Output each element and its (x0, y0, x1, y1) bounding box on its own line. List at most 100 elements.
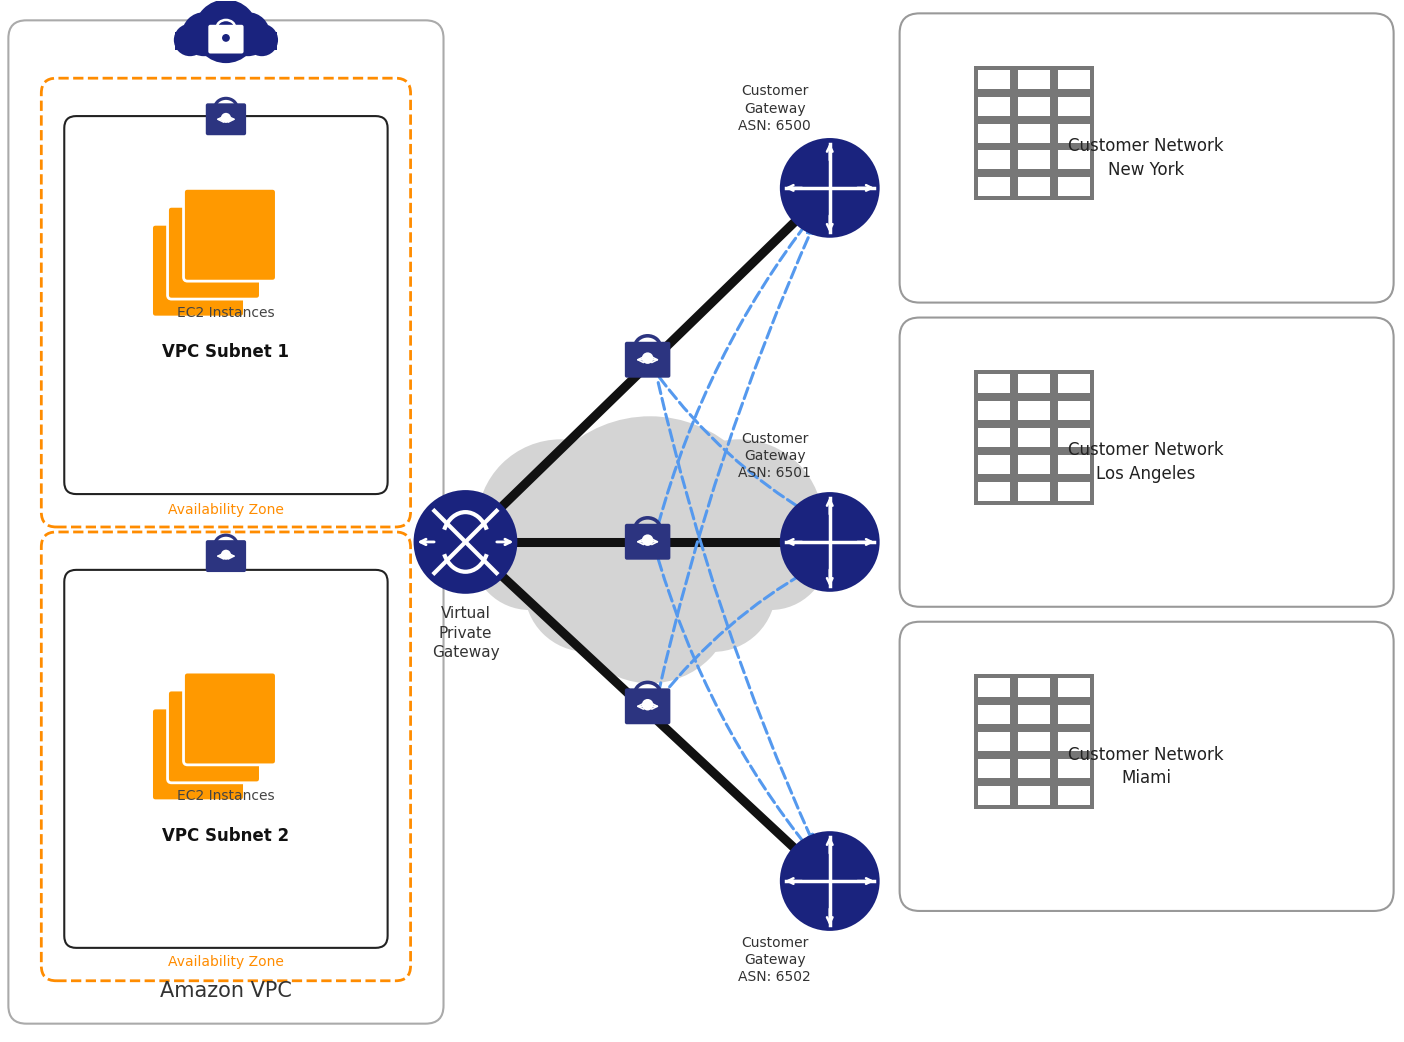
Bar (1018, 678, 1050, 697)
Circle shape (650, 526, 776, 652)
Bar (979, 70, 1011, 89)
Bar (1059, 177, 1091, 196)
FancyBboxPatch shape (65, 570, 388, 948)
Text: Customer Network
Miami: Customer Network Miami (1068, 745, 1224, 787)
Circle shape (183, 13, 226, 56)
Bar (979, 401, 1011, 420)
FancyBboxPatch shape (167, 690, 260, 783)
Bar (979, 454, 1011, 474)
Circle shape (226, 13, 270, 56)
Circle shape (656, 440, 823, 606)
Text: EC2 Instances: EC2 Instances (177, 789, 275, 803)
Text: Customer Network
New York: Customer Network New York (1068, 138, 1224, 179)
FancyBboxPatch shape (152, 224, 244, 317)
Bar (974, 66, 1094, 200)
Bar (979, 177, 1011, 196)
Bar (1059, 374, 1091, 393)
Circle shape (642, 699, 653, 711)
Circle shape (472, 495, 587, 610)
Bar (979, 428, 1011, 447)
FancyBboxPatch shape (184, 189, 277, 281)
Bar (1018, 759, 1050, 777)
Bar (1059, 70, 1091, 89)
Circle shape (524, 526, 650, 652)
Bar (1059, 97, 1091, 116)
Circle shape (642, 352, 653, 364)
Bar (979, 374, 1011, 393)
FancyBboxPatch shape (8, 21, 444, 1023)
FancyBboxPatch shape (625, 689, 670, 724)
Bar (1018, 177, 1050, 196)
Circle shape (246, 24, 278, 56)
Circle shape (779, 138, 880, 238)
Circle shape (524, 417, 776, 668)
Bar (979, 124, 1011, 143)
Bar (1059, 678, 1091, 697)
Text: Availability Zone: Availability Zone (168, 954, 284, 969)
Bar (1018, 401, 1050, 420)
Bar (1018, 124, 1050, 143)
Text: VPC Subnet 1: VPC Subnet 1 (163, 344, 289, 362)
Bar (979, 678, 1011, 697)
Bar (1018, 97, 1050, 116)
Bar (1018, 705, 1050, 724)
Bar (1059, 759, 1091, 777)
Bar (1059, 786, 1091, 804)
FancyBboxPatch shape (206, 540, 246, 572)
Bar (1018, 150, 1050, 170)
FancyBboxPatch shape (900, 318, 1394, 606)
Bar (1059, 401, 1091, 420)
FancyBboxPatch shape (900, 14, 1394, 302)
Bar (974, 370, 1094, 504)
Text: Customer
Gateway
ASN: 6500: Customer Gateway ASN: 6500 (739, 84, 812, 133)
Text: Availability Zone: Availability Zone (168, 503, 284, 517)
Bar (1059, 454, 1091, 474)
Bar (1059, 731, 1091, 751)
Bar (979, 481, 1011, 500)
FancyBboxPatch shape (184, 672, 277, 765)
FancyBboxPatch shape (206, 103, 246, 135)
Bar (1018, 731, 1050, 751)
Circle shape (174, 24, 206, 56)
Circle shape (220, 113, 232, 123)
Text: Virtual
Private
Gateway: Virtual Private Gateway (431, 605, 500, 661)
Bar (979, 705, 1011, 724)
Bar (1018, 70, 1050, 89)
Text: EC2 Instances: EC2 Instances (177, 305, 275, 320)
Text: VPC Subnet 2: VPC Subnet 2 (163, 827, 289, 845)
Text: Amazon VPC: Amazon VPC (160, 981, 292, 1000)
Bar (979, 97, 1011, 116)
FancyBboxPatch shape (41, 532, 410, 981)
FancyBboxPatch shape (41, 78, 410, 527)
FancyBboxPatch shape (167, 206, 260, 299)
Bar (979, 150, 1011, 170)
Bar (1018, 374, 1050, 393)
Text: Customer
Gateway
ASN: 6501: Customer Gateway ASN: 6501 (739, 431, 812, 480)
Bar (176, 32, 277, 50)
Circle shape (642, 535, 653, 546)
Circle shape (220, 550, 232, 560)
Circle shape (779, 492, 880, 592)
Bar (1018, 481, 1050, 500)
Bar (1018, 428, 1050, 447)
Bar (1059, 481, 1091, 500)
Circle shape (414, 490, 517, 594)
Circle shape (779, 832, 880, 931)
FancyBboxPatch shape (625, 524, 670, 560)
Bar (1059, 428, 1091, 447)
Circle shape (566, 516, 734, 684)
Bar (1018, 454, 1050, 474)
FancyBboxPatch shape (625, 342, 670, 377)
Bar (1018, 786, 1050, 804)
Bar (979, 731, 1011, 751)
Bar (979, 759, 1011, 777)
FancyBboxPatch shape (208, 25, 243, 53)
Bar (1059, 124, 1091, 143)
Text: Customer
Gateway
ASN: 6502: Customer Gateway ASN: 6502 (739, 936, 812, 985)
FancyBboxPatch shape (65, 116, 388, 494)
Circle shape (222, 34, 230, 42)
Circle shape (194, 0, 258, 64)
Bar (1059, 705, 1091, 724)
Text: Customer Network
Los Angeles: Customer Network Los Angeles (1068, 442, 1224, 482)
Bar (1059, 150, 1091, 170)
